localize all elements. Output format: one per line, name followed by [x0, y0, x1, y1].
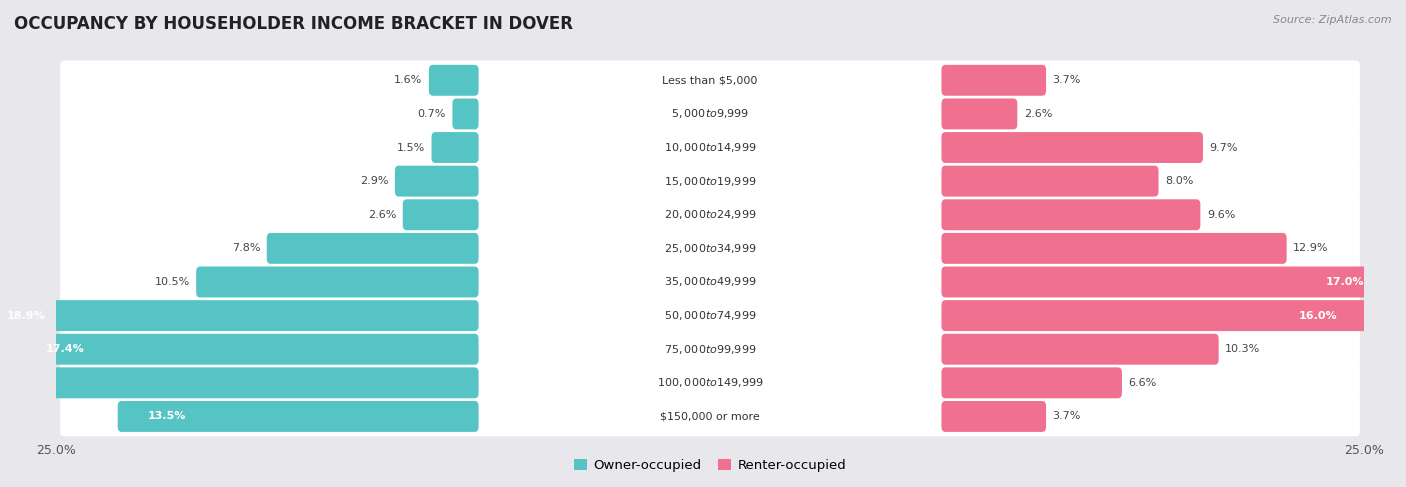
Text: 3.7%: 3.7%	[1053, 75, 1081, 85]
Text: $20,000 to $24,999: $20,000 to $24,999	[664, 208, 756, 221]
FancyBboxPatch shape	[942, 401, 1046, 432]
FancyBboxPatch shape	[942, 367, 1122, 398]
FancyBboxPatch shape	[0, 367, 478, 398]
FancyBboxPatch shape	[942, 132, 1204, 163]
Text: $15,000 to $19,999: $15,000 to $19,999	[664, 175, 756, 187]
Text: $5,000 to $9,999: $5,000 to $9,999	[671, 108, 749, 120]
FancyBboxPatch shape	[60, 60, 1360, 100]
FancyBboxPatch shape	[429, 65, 478, 96]
Text: 6.6%: 6.6%	[1129, 378, 1157, 388]
Text: 10.5%: 10.5%	[155, 277, 190, 287]
FancyBboxPatch shape	[942, 98, 1018, 130]
FancyBboxPatch shape	[267, 233, 478, 264]
FancyBboxPatch shape	[60, 195, 1360, 235]
FancyBboxPatch shape	[942, 166, 1159, 197]
Text: 2.6%: 2.6%	[1024, 109, 1052, 119]
FancyBboxPatch shape	[60, 363, 1360, 403]
Text: 7.8%: 7.8%	[232, 244, 260, 253]
Text: 8.0%: 8.0%	[1166, 176, 1194, 186]
Text: 17.4%: 17.4%	[46, 344, 84, 354]
Text: 1.5%: 1.5%	[396, 143, 425, 152]
Text: 9.6%: 9.6%	[1206, 210, 1236, 220]
Text: Source: ZipAtlas.com: Source: ZipAtlas.com	[1274, 15, 1392, 25]
Text: $10,000 to $14,999: $10,000 to $14,999	[664, 141, 756, 154]
FancyBboxPatch shape	[0, 300, 478, 331]
Text: $150,000 or more: $150,000 or more	[661, 412, 759, 421]
FancyBboxPatch shape	[60, 161, 1360, 201]
FancyBboxPatch shape	[60, 396, 1360, 436]
FancyBboxPatch shape	[60, 296, 1360, 336]
Text: 3.7%: 3.7%	[1053, 412, 1081, 421]
Text: 13.5%: 13.5%	[148, 412, 186, 421]
Text: 9.7%: 9.7%	[1209, 143, 1239, 152]
Text: 12.9%: 12.9%	[1294, 244, 1329, 253]
FancyBboxPatch shape	[942, 266, 1393, 298]
Legend: Owner-occupied, Renter-occupied: Owner-occupied, Renter-occupied	[568, 454, 852, 477]
Text: $50,000 to $74,999: $50,000 to $74,999	[664, 309, 756, 322]
FancyBboxPatch shape	[197, 266, 478, 298]
FancyBboxPatch shape	[942, 300, 1368, 331]
Text: 0.7%: 0.7%	[418, 109, 446, 119]
FancyBboxPatch shape	[942, 65, 1046, 96]
Text: $75,000 to $99,999: $75,000 to $99,999	[664, 343, 756, 356]
FancyBboxPatch shape	[432, 132, 478, 163]
Text: Less than $5,000: Less than $5,000	[662, 75, 758, 85]
Text: 10.3%: 10.3%	[1225, 344, 1260, 354]
Text: $35,000 to $49,999: $35,000 to $49,999	[664, 276, 756, 288]
FancyBboxPatch shape	[60, 128, 1360, 168]
FancyBboxPatch shape	[15, 334, 478, 365]
FancyBboxPatch shape	[118, 401, 478, 432]
Text: $25,000 to $34,999: $25,000 to $34,999	[664, 242, 756, 255]
Text: OCCUPANCY BY HOUSEHOLDER INCOME BRACKET IN DOVER: OCCUPANCY BY HOUSEHOLDER INCOME BRACKET …	[14, 15, 574, 33]
Text: 2.6%: 2.6%	[368, 210, 396, 220]
Text: $100,000 to $149,999: $100,000 to $149,999	[657, 376, 763, 389]
FancyBboxPatch shape	[60, 329, 1360, 369]
FancyBboxPatch shape	[942, 199, 1201, 230]
Text: 16.0%: 16.0%	[1299, 311, 1337, 320]
FancyBboxPatch shape	[402, 199, 478, 230]
Text: 17.0%: 17.0%	[1326, 277, 1364, 287]
FancyBboxPatch shape	[60, 262, 1360, 302]
Text: 18.9%: 18.9%	[7, 311, 45, 320]
FancyBboxPatch shape	[453, 98, 478, 130]
FancyBboxPatch shape	[60, 94, 1360, 134]
FancyBboxPatch shape	[395, 166, 478, 197]
FancyBboxPatch shape	[942, 233, 1286, 264]
FancyBboxPatch shape	[942, 334, 1219, 365]
Text: 2.9%: 2.9%	[360, 176, 388, 186]
FancyBboxPatch shape	[60, 228, 1360, 268]
Text: 1.6%: 1.6%	[394, 75, 422, 85]
